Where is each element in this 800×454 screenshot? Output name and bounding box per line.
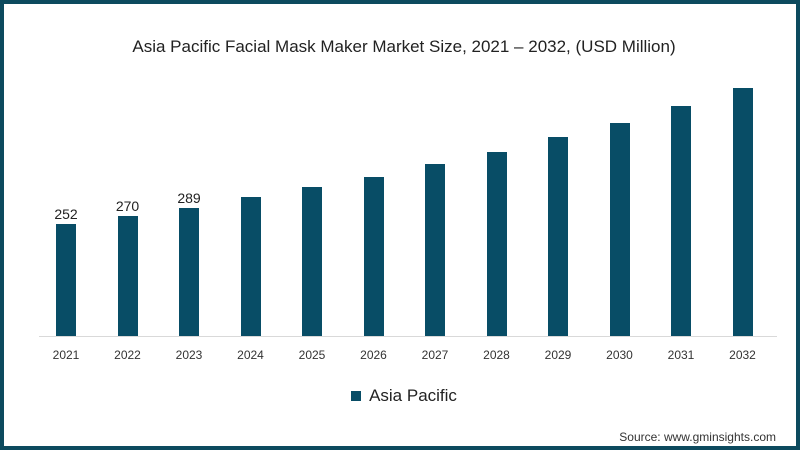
bar-2021 bbox=[56, 224, 76, 336]
bar-2022 bbox=[117, 216, 138, 336]
data-label: 270 bbox=[115, 198, 140, 214]
bar-2023 bbox=[179, 207, 199, 336]
x-tick-label: 2032 bbox=[729, 348, 756, 362]
bar-2027 bbox=[425, 164, 445, 336]
x-tick-label: 2022 bbox=[114, 348, 141, 362]
x-tick-label: 2021 bbox=[52, 348, 80, 362]
bar-2031 bbox=[671, 106, 691, 336]
data-label: 252 bbox=[54, 206, 78, 222]
x-axis-line bbox=[39, 336, 777, 337]
bar-2026 bbox=[363, 176, 384, 336]
bar-2025 bbox=[302, 187, 322, 336]
x-tick-label: 2029 bbox=[544, 348, 572, 362]
data-label: 289 bbox=[177, 189, 201, 206]
x-tick-label: 2023 bbox=[175, 348, 203, 362]
bar-2024 bbox=[240, 197, 261, 336]
x-tick-label: 2027 bbox=[421, 348, 449, 362]
legend-swatch-icon bbox=[351, 391, 362, 401]
source-note: Source: www.gminsights.com bbox=[619, 430, 776, 444]
x-tick-label: 2030 bbox=[606, 348, 633, 362]
bar-2028 bbox=[486, 152, 507, 336]
x-tick-label: 2024 bbox=[237, 348, 264, 362]
bar-2032 bbox=[732, 88, 753, 336]
chart-title: Asia Pacific Facial Mask Maker Market Si… bbox=[132, 37, 676, 56]
legend: Asia Pacific bbox=[4, 386, 800, 406]
x-tick-label: 2025 bbox=[298, 348, 326, 362]
x-tick-label: 2026 bbox=[360, 348, 387, 362]
bar-2030 bbox=[609, 123, 630, 336]
legend-label: Asia Pacific bbox=[369, 386, 457, 405]
x-tick-label: 2031 bbox=[667, 348, 695, 362]
bar-2029 bbox=[548, 136, 568, 336]
x-tick-label: 2028 bbox=[483, 348, 510, 362]
plot-area: 2021 252 2022 270 2023 289 2024 2025 2026 2027 202… bbox=[4, 4, 800, 454]
